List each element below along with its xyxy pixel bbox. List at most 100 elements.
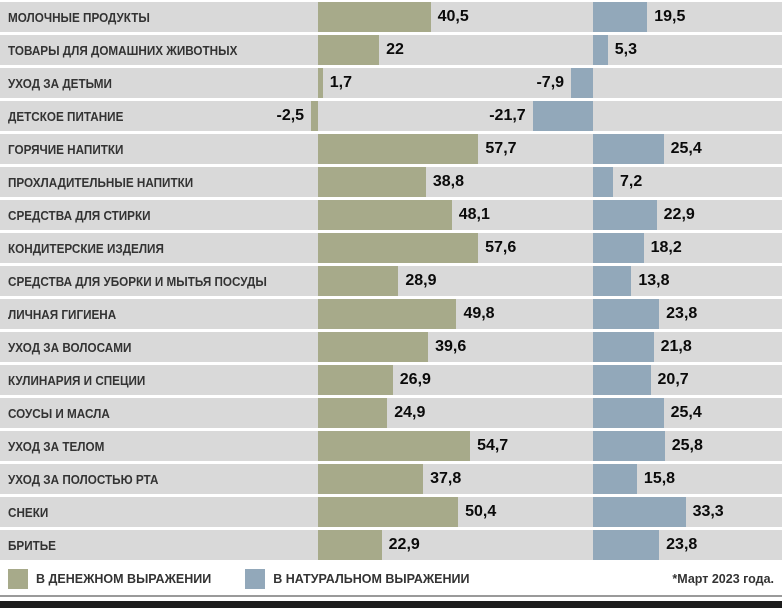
category-label: УХОД ЗА ДЕТЬМИ — [8, 76, 112, 91]
volume-value: 13,8 — [638, 272, 670, 289]
money-bar — [318, 266, 399, 296]
category-label: МОЛОЧНЫЕ ПРОДУКТЫ — [8, 10, 150, 25]
volume-bar — [593, 134, 664, 164]
volume-value: 20,7 — [657, 371, 689, 388]
money-bar — [318, 365, 393, 395]
category-label: КОНДИТЕРСКИЕ ИЗДЕЛИЯ — [8, 241, 164, 256]
category-label: ГОРЯЧИЕ НАПИТКИ — [8, 142, 124, 157]
money-value: 22 — [386, 41, 404, 58]
money-bar — [318, 299, 457, 329]
volume-bar — [593, 497, 686, 527]
volume-bar — [593, 167, 614, 197]
volume-bar — [571, 68, 593, 98]
volume-value: 25,4 — [670, 404, 702, 421]
category-label: УХОД ЗА ВОЛОСАМИ — [8, 340, 132, 355]
money-value: 54,7 — [477, 437, 509, 454]
volume-value: 33,3 — [692, 503, 724, 520]
chart-row: УХОД ЗА ПОЛОСТЬЮ РТА 37,8 15,8 — [0, 464, 782, 494]
money-bar — [318, 35, 380, 65]
chart-row: УХОД ЗА ДЕТЬМИ 1,7 -7,9 — [0, 68, 782, 98]
volume-bar — [593, 332, 654, 362]
money-value: 40,5 — [437, 8, 469, 25]
volume-bar — [593, 200, 657, 230]
chart-row: КУЛИНАРИЯ И СПЕЦИИ 26,9 20,7 — [0, 365, 782, 395]
money-bar — [318, 530, 382, 560]
volume-value: 18,2 — [650, 239, 682, 256]
volume-bar — [593, 431, 665, 461]
volume-bar — [532, 101, 593, 131]
volume-value: 23,8 — [666, 536, 698, 553]
category-label: ЛИЧНАЯ ГИГИЕНА — [8, 307, 117, 322]
chart-row: ТОВАРЫ ДЛЯ ДОМАШНИХ ЖИВОТНЫХ 22 5,3 — [0, 35, 782, 65]
category-label: УХОД ЗА ТЕЛОМ — [8, 439, 105, 454]
money-value: 48,1 — [458, 206, 490, 223]
money-value: 57,6 — [485, 239, 517, 256]
money-bar — [318, 431, 471, 461]
money-bar — [318, 134, 479, 164]
money-bar — [318, 464, 424, 494]
money-bar — [318, 68, 323, 98]
money-value: 1,7 — [329, 74, 352, 91]
legend-swatch-money — [8, 569, 28, 589]
money-value: 38,8 — [432, 173, 464, 190]
volume-bar — [593, 464, 637, 494]
footnote: *Март 2023 года. — [672, 572, 774, 586]
chart-row: СРЕДСТВА ДЛЯ СТИРКИ 48,1 22,9 — [0, 200, 782, 230]
money-value: 39,6 — [435, 338, 467, 355]
chart-row: МОЛОЧНЫЕ ПРОДУКТЫ 40,5 19,5 — [0, 2, 782, 32]
money-bar — [318, 332, 429, 362]
category-label: КУЛИНАРИЯ И СПЕЦИИ — [8, 373, 146, 388]
category-label: СНЕКИ — [8, 505, 49, 520]
chart-row: УХОД ЗА ТЕЛОМ 54,7 25,8 — [0, 431, 782, 461]
divider-thick — [0, 601, 782, 608]
category-label: ДЕТСКОЕ ПИТАНИЕ — [8, 109, 124, 124]
volume-bar — [593, 398, 664, 428]
money-value: 37,8 — [430, 470, 462, 487]
money-bar — [318, 167, 426, 197]
volume-value: 19,5 — [654, 8, 686, 25]
money-bar — [318, 2, 431, 32]
chart-rows: МОЛОЧНЫЕ ПРОДУКТЫ 40,5 19,5 ТОВАРЫ ДЛЯ Д… — [0, 2, 782, 563]
money-value: -2,5 — [276, 107, 305, 124]
volume-value: 23,8 — [666, 305, 698, 322]
category-label: БРИТЬЕ — [8, 538, 56, 553]
volume-value: -7,9 — [536, 74, 565, 91]
money-value: 26,9 — [399, 371, 431, 388]
chart-row: СРЕДСТВА ДЛЯ УБОРКИ И МЫТЬЯ ПОСУДЫ 28,9 … — [0, 266, 782, 296]
chart-row: КОНДИТЕРСКИЕ ИЗДЕЛИЯ 57,6 18,2 — [0, 233, 782, 263]
chart-row: ДЕТСКОЕ ПИТАНИЕ -2,5 -21,7 — [0, 101, 782, 131]
money-value: 57,7 — [485, 140, 517, 157]
category-label: СРЕДСТВА ДЛЯ СТИРКИ — [8, 208, 151, 223]
chart-row: СОУСЫ И МАСЛА 24,9 25,4 — [0, 398, 782, 428]
money-bar — [318, 497, 459, 527]
volume-value: 5,3 — [614, 41, 637, 58]
legend: В ДЕНЕЖНОМ ВЫРАЖЕНИИ В НАТУРАЛЬНОМ ВЫРАЖ… — [0, 567, 782, 591]
money-value: 28,9 — [405, 272, 437, 289]
divider-thin — [0, 595, 782, 597]
chart-row: СНЕКИ 50,4 33,3 — [0, 497, 782, 527]
legend-label-volume: В НАТУРАЛЬНОМ ВЫРАЖЕНИИ — [273, 572, 470, 586]
legend-swatch-volume — [245, 569, 266, 589]
money-value: 49,8 — [463, 305, 495, 322]
chart-row: БРИТЬЕ 22,9 23,8 — [0, 530, 782, 560]
money-bar — [318, 398, 388, 428]
volume-bar — [593, 365, 651, 395]
money-value: 24,9 — [394, 404, 426, 421]
volume-value: 22,9 — [663, 206, 695, 223]
money-value: 50,4 — [465, 503, 497, 520]
chart-row: ГОРЯЧИЕ НАПИТКИ 57,7 25,4 — [0, 134, 782, 164]
volume-value: 25,8 — [671, 437, 703, 454]
category-label: СРЕДСТВА ДЛЯ УБОРКИ И МЫТЬЯ ПОСУДЫ — [8, 274, 267, 289]
volume-bar — [593, 299, 660, 329]
volume-value: 25,4 — [670, 140, 702, 157]
money-bar — [318, 233, 479, 263]
money-bar — [311, 101, 318, 131]
chart-row: УХОД ЗА ВОЛОСАМИ 39,6 21,8 — [0, 332, 782, 362]
volume-bar — [593, 530, 660, 560]
volume-bar — [593, 233, 644, 263]
chart-row: ЛИЧНАЯ ГИГИЕНА 49,8 23,8 — [0, 299, 782, 329]
volume-bar — [593, 2, 648, 32]
volume-value: -21,7 — [489, 107, 526, 124]
category-label: УХОД ЗА ПОЛОСТЬЮ РТА — [8, 472, 159, 487]
category-label: ПРОХЛАДИТЕЛЬНЫЕ НАПИТКИ — [8, 175, 194, 190]
